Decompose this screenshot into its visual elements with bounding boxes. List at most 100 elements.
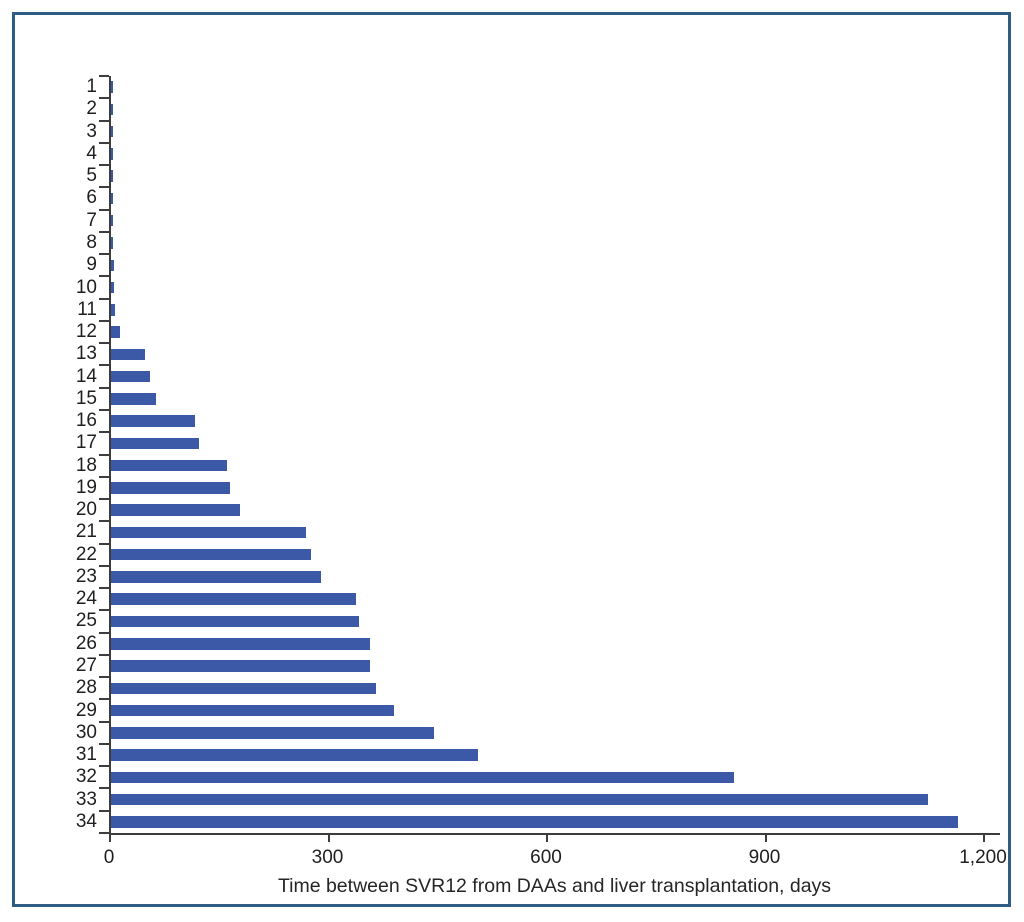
y-tick-mark <box>99 676 109 679</box>
bar-patient-20 <box>111 504 240 516</box>
y-tick-label: 14 <box>75 365 97 387</box>
bar-patient-11 <box>111 304 116 316</box>
y-tick-mark <box>99 75 109 77</box>
y-tick-mark <box>99 631 109 634</box>
y-tick-label: 3 <box>86 120 97 142</box>
bar-patient-15 <box>111 393 157 405</box>
bar-patient-29 <box>111 704 395 717</box>
y-tick-mark <box>99 609 109 612</box>
y-tick-mark <box>99 253 109 256</box>
bar-patient-27 <box>111 660 371 672</box>
x-tick-mark <box>764 833 767 842</box>
bar-patient-33 <box>111 793 929 806</box>
y-tick-label: 18 <box>75 454 97 476</box>
bar-patient-26 <box>111 638 370 650</box>
y-tick-label: 17 <box>75 432 97 454</box>
bar-patient-2 <box>111 103 113 116</box>
y-tick-mark <box>99 208 109 211</box>
bar-patient-10 <box>111 281 114 294</box>
y-tick-mark <box>99 453 109 456</box>
bar-patient-25 <box>111 615 359 628</box>
x-tick-mark <box>327 833 330 842</box>
y-tick-mark <box>99 742 109 745</box>
bar-patient-6 <box>111 192 114 205</box>
figure-frame: 1 2 3 4 5 6 7 8 9 10 11 12 13 14 15 16 17 18 19 20 21 22 23 24 2… <box>12 12 1011 907</box>
y-tick-mark <box>99 475 109 478</box>
bar-patient-18 <box>111 459 227 472</box>
bar-patient-9 <box>111 259 114 271</box>
y-tick-label: 8 <box>86 231 97 253</box>
bar-patient-13 <box>111 348 146 361</box>
x-tick-label: 900 <box>748 847 781 868</box>
y-tick-label: 25 <box>75 610 97 632</box>
bar-patient-22 <box>111 548 312 561</box>
y-tick-label: 26 <box>75 632 97 654</box>
y-tick-label: 22 <box>75 543 97 565</box>
y-tick-mark <box>99 587 109 590</box>
y-tick-mark <box>99 787 109 790</box>
y-tick-mark <box>99 542 109 545</box>
y-tick-label: 24 <box>75 588 97 610</box>
x-tick-mark <box>983 833 985 842</box>
plot-area: 1 2 3 4 5 6 7 8 9 10 11 12 13 14 15 16 17 18 19 20 21 22 23 24 2… <box>76 75 1007 897</box>
bar-patient-14 <box>111 370 150 383</box>
y-tick-label: 15 <box>75 387 97 409</box>
y-tick-label: 6 <box>86 187 97 209</box>
y-tick-mark <box>99 364 109 367</box>
y-tick-mark <box>99 698 109 701</box>
bar-patient-23 <box>111 571 322 583</box>
y-axis-line <box>109 76 111 833</box>
y-tick-label: 11 <box>77 298 97 320</box>
y-tick-label: 1 <box>86 76 97 98</box>
y-tick-mark <box>99 119 109 122</box>
y-tick-label: 29 <box>75 699 97 721</box>
y-tick-mark <box>99 408 109 411</box>
y-tick-mark <box>99 431 109 434</box>
y-tick-mark <box>99 230 109 233</box>
bar-patient-12 <box>111 326 121 338</box>
y-tick-mark <box>99 765 109 768</box>
y-tick-label: 32 <box>75 766 97 788</box>
x-tick-label: 300 <box>311 847 344 868</box>
y-tick-mark <box>99 386 109 389</box>
y-tick-mark <box>99 498 109 501</box>
x-tick-label: 1,200 <box>959 847 1007 868</box>
y-tick-label: 21 <box>75 521 97 543</box>
bar-patient-16 <box>111 415 196 427</box>
bar-patient-34 <box>111 816 959 828</box>
y-tick-label: 19 <box>75 476 97 498</box>
bar-patient-7 <box>111 214 114 227</box>
y-tick-label: 2 <box>86 98 97 120</box>
y-tick-mark <box>99 186 109 189</box>
y-tick-mark <box>99 809 109 812</box>
y-tick-label: 27 <box>75 655 97 676</box>
y-tick-mark <box>99 564 109 567</box>
y-tick-mark <box>99 297 109 300</box>
bar-patient-21 <box>111 526 307 539</box>
bar-patient-5 <box>111 170 114 182</box>
y-tick-label: 34 <box>75 810 97 832</box>
y-tick-label: 28 <box>75 677 97 699</box>
x-tick-mark <box>546 833 548 842</box>
y-tick-label: 23 <box>75 565 97 587</box>
y-tick-label: 33 <box>75 788 97 810</box>
y-tick-label: 7 <box>86 209 97 231</box>
y-tick-mark <box>99 97 109 100</box>
x-tick-label: 0 <box>103 847 115 868</box>
bar-patient-3 <box>111 125 113 138</box>
x-axis-title: Time between SVR12 from DAAs and liver t… <box>277 875 832 897</box>
y-tick-label: 13 <box>75 343 97 365</box>
y-tick-mark <box>99 275 109 278</box>
y-tick-label: 10 <box>75 276 97 298</box>
y-tick-mark <box>99 141 109 144</box>
y-tick-mark <box>99 520 109 523</box>
y-tick-mark <box>99 653 109 656</box>
y-tick-mark <box>99 832 109 834</box>
y-tick-label: 20 <box>75 499 97 521</box>
x-axis-line <box>109 833 1000 835</box>
bar-patient-28 <box>111 682 377 695</box>
y-tick-label: 16 <box>75 410 97 432</box>
bar-patient-17 <box>111 437 200 450</box>
x-tick-label: 600 <box>530 847 562 868</box>
y-tick-label: 31 <box>75 744 97 766</box>
